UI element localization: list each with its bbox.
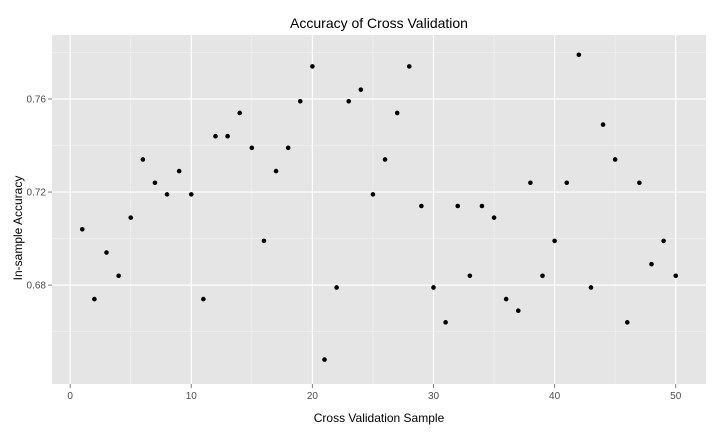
data-point (310, 64, 315, 69)
data-point (297, 99, 303, 104)
data-point (624, 320, 630, 325)
data-point (261, 238, 267, 244)
data-point (637, 180, 642, 186)
data-point (116, 273, 121, 279)
data-point (649, 261, 654, 267)
data-point (431, 285, 436, 290)
data-point (358, 87, 364, 92)
data-point (370, 192, 376, 197)
data-point (673, 273, 679, 279)
data-point (588, 285, 594, 290)
plot-panel (52, 35, 706, 384)
data-point (152, 180, 158, 186)
chart-title: Accuracy of Cross Validation (290, 15, 468, 31)
data-point (552, 238, 557, 244)
data-point (419, 203, 424, 209)
data-point (285, 145, 291, 151)
data-point (176, 168, 182, 174)
data-point (188, 192, 194, 197)
data-point (406, 64, 412, 69)
data-point (92, 296, 97, 302)
data-point (612, 157, 618, 162)
x-tick-label: 40 (549, 391, 561, 402)
data-point (515, 308, 521, 314)
y-tick-label: 0.68 (27, 281, 47, 292)
x-tick-label: 30 (428, 391, 440, 402)
data-point (322, 357, 327, 362)
y-tick-label: 0.72 (27, 188, 47, 199)
grid-lines (52, 35, 706, 384)
data-point (479, 203, 485, 209)
data-point (528, 180, 533, 186)
data-point (382, 157, 388, 162)
data-point (491, 215, 497, 220)
x-axis-ticks: 0 10 20 30 40 50 (67, 384, 682, 402)
x-tick-label: 50 (670, 391, 682, 402)
data-point (213, 133, 218, 139)
y-axis-label: In-sample Accuracy (11, 176, 25, 281)
y-tick-label: 0.76 (27, 94, 47, 105)
data-point (455, 203, 461, 209)
data-point (249, 145, 255, 151)
x-tick-label: 0 (67, 391, 73, 402)
data-point (394, 110, 400, 116)
data-point (564, 180, 570, 186)
data-point (334, 285, 339, 290)
x-tick-label: 10 (186, 391, 198, 402)
y-axis-ticks: 0.68 0.72 0.76 (27, 94, 52, 292)
data-point (540, 273, 545, 279)
data-point (273, 168, 279, 174)
data-point (164, 192, 170, 197)
data-point (237, 110, 243, 116)
data-point (443, 320, 448, 325)
data-point (104, 250, 109, 255)
data-point (576, 52, 582, 58)
data-point (346, 99, 352, 104)
data-point (600, 122, 606, 127)
x-tick-label: 20 (307, 391, 319, 402)
data-point (201, 296, 206, 302)
data-point (225, 133, 230, 139)
data-point (128, 215, 134, 220)
data-point (661, 238, 666, 244)
data-points (79, 52, 679, 362)
x-axis-label: Cross Validation Sample (314, 411, 445, 425)
data-point (503, 296, 509, 302)
data-point (79, 226, 85, 232)
data-point (140, 157, 146, 162)
data-point (467, 273, 473, 279)
